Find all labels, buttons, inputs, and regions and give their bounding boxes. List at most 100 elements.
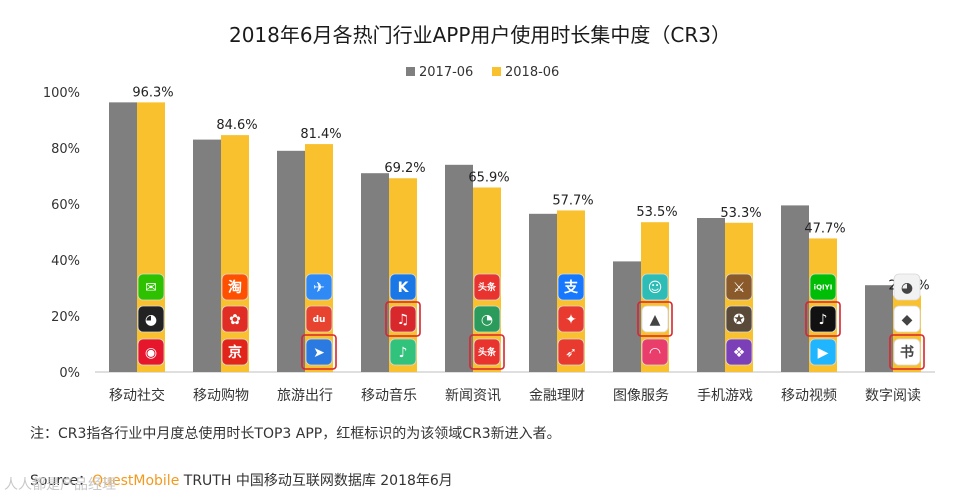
new-entrant-frame bbox=[637, 301, 673, 337]
new-entrant-frame bbox=[301, 334, 337, 370]
source-suffix: TRUTH 中国移动互联网数据库 2018年6月 bbox=[179, 473, 453, 489]
category-label: 移动社交 bbox=[109, 387, 165, 404]
svg-text:◉: ◉ bbox=[145, 345, 157, 361]
data-label: 84.6% bbox=[216, 118, 257, 133]
new-entrant-frame bbox=[385, 301, 421, 337]
bar-2017-06-2 bbox=[193, 139, 221, 372]
bar-2017-06-10 bbox=[865, 285, 893, 372]
amap-icon: ➤ bbox=[301, 334, 337, 370]
qq-music-icon: ♪ bbox=[389, 338, 417, 366]
free-novel-icon: 书 bbox=[889, 334, 925, 370]
svg-text:du: du bbox=[313, 315, 326, 325]
weibo-icon: ◉ bbox=[137, 338, 165, 366]
wechat-icon: ✉ bbox=[137, 273, 165, 301]
bar-2017-06-4 bbox=[361, 173, 389, 372]
app-icons: ✉ ◕ ◉ 淘 ✿ 京 ✈ du ➤ K ♫ ♪ 头条 ◔ 头条 支 ✦ ➶ ☺ ▲ ◠ ⚔ ✪ ❖ iQIYI ♪ ▶ ◕ ◆ 书 bbox=[137, 273, 925, 370]
data-label: 57.7% bbox=[552, 193, 593, 208]
source-brand: QuestMobile bbox=[92, 473, 180, 489]
watermark: 人人都是产品经理 bbox=[4, 477, 116, 493]
new-entrant-frame bbox=[805, 301, 841, 337]
footnote: 注：CR3指各行业中月度总使用时长TOP3 APP，红框标识的为该领域CR3新进… bbox=[30, 426, 561, 442]
svg-text:◕: ◕ bbox=[901, 280, 913, 296]
svg-text:◕: ◕ bbox=[145, 312, 157, 328]
y-tick-label: 60% bbox=[51, 198, 80, 213]
y-tick-label: 100% bbox=[43, 86, 80, 101]
bar-2017-06-5 bbox=[445, 164, 473, 372]
data-label: 47.7% bbox=[804, 221, 845, 236]
gallery-icon: ▲ bbox=[637, 301, 673, 337]
legend-swatch-2017-06 bbox=[406, 67, 415, 76]
svg-text:支: 支 bbox=[563, 279, 579, 296]
y-tick-label: 0% bbox=[59, 366, 80, 381]
bar-2017-06-3 bbox=[277, 150, 305, 372]
honor-of-kings-icon: ⚔ bbox=[725, 273, 753, 301]
svg-text:⚔: ⚔ bbox=[733, 280, 746, 296]
alipay-icon: 支 bbox=[557, 273, 585, 301]
kugou-icon: K bbox=[389, 273, 417, 301]
bar-2017-06-7 bbox=[613, 261, 641, 372]
baidu-map-icon: du bbox=[305, 305, 333, 333]
jd-icon: 京 bbox=[221, 338, 249, 366]
svg-text:♫: ♫ bbox=[397, 312, 410, 328]
svg-text:♪: ♪ bbox=[399, 345, 408, 361]
iqiyi-icon: iQIYI bbox=[809, 273, 837, 301]
svg-text:iQIYI: iQIYI bbox=[814, 284, 833, 292]
flight-icon: ✈ bbox=[305, 273, 333, 301]
qq-reader-icon: ◕ bbox=[893, 273, 921, 301]
svg-text:京: 京 bbox=[228, 344, 242, 361]
candy-game-icon: ❖ bbox=[725, 338, 753, 366]
chart-title: 2018年6月各热门行业APP用户使用时长集中度（CR3） bbox=[229, 23, 731, 47]
pinduoduo-icon: ✿ bbox=[221, 305, 249, 333]
svg-text:书: 书 bbox=[900, 344, 914, 361]
y-tick-label: 80% bbox=[51, 142, 80, 157]
book-app-icon: ◆ bbox=[893, 305, 921, 333]
svg-text:◆: ◆ bbox=[902, 312, 913, 328]
camera-icon: ◠ bbox=[641, 338, 669, 366]
legend-label: 2018-06 bbox=[505, 65, 559, 80]
new-entrant-frame bbox=[889, 334, 925, 370]
legend-swatch-2018-06 bbox=[492, 67, 501, 76]
bar-2017-06-8 bbox=[697, 218, 725, 372]
svg-text:➶: ➶ bbox=[565, 345, 577, 361]
category-label: 数字阅读 bbox=[865, 387, 921, 404]
legend: 2017-06 2018-06 bbox=[406, 65, 559, 80]
svg-text:头条: 头条 bbox=[478, 281, 497, 293]
toutiao-icon: 头条 bbox=[473, 273, 501, 301]
svg-text:✦: ✦ bbox=[565, 312, 577, 328]
svg-text:✪: ✪ bbox=[733, 312, 745, 328]
taobao-icon: 淘 bbox=[221, 273, 249, 301]
pubg-icon: ✪ bbox=[725, 305, 753, 333]
category-label: 手机游戏 bbox=[697, 388, 753, 404]
bar-2017-06-1 bbox=[109, 102, 137, 373]
wallet-icon: ➶ bbox=[557, 338, 585, 366]
toutiao-lite-icon: 头条 bbox=[469, 334, 505, 370]
svg-text:✉: ✉ bbox=[145, 280, 157, 296]
svg-text:✿: ✿ bbox=[229, 312, 241, 328]
netease-music-icon: ♫ bbox=[385, 301, 421, 337]
category-label: 移动音乐 bbox=[361, 387, 417, 404]
photo-icon: ☺ bbox=[641, 273, 669, 301]
category-label: 图像服务 bbox=[613, 388, 669, 404]
x-axis: 移动社交 移动购物 旅游出行 移动音乐 新闻资讯 金融理财 图像服务 手机游戏 移动视频 数字阅读 bbox=[109, 387, 921, 404]
source-line: Source：QuestMobile TRUTH 中国移动互联网数据库 2018… bbox=[30, 470, 453, 490]
finance-app-icon: ✦ bbox=[557, 305, 585, 333]
data-label: 81.4% bbox=[300, 127, 341, 142]
svg-text:K: K bbox=[398, 280, 410, 296]
y-tick-label: 40% bbox=[51, 254, 80, 269]
svg-text:◔: ◔ bbox=[481, 312, 493, 328]
category-label: 旅游出行 bbox=[277, 388, 333, 404]
data-label: 96.3% bbox=[132, 85, 173, 100]
new-entrant-frame bbox=[469, 334, 505, 370]
bar-2017-06-6 bbox=[529, 213, 557, 372]
category-label: 金融理财 bbox=[529, 388, 585, 404]
tiktok-icon: ♪ bbox=[805, 301, 841, 337]
data-label: 53.3% bbox=[720, 206, 761, 221]
svg-text:➤: ➤ bbox=[313, 345, 325, 361]
bar-2018-06-3 bbox=[305, 144, 333, 372]
tencent-news-icon: ◔ bbox=[473, 305, 501, 333]
svg-text:❖: ❖ bbox=[733, 345, 746, 361]
svg-text:✈: ✈ bbox=[313, 280, 325, 296]
svg-text:▶: ▶ bbox=[818, 345, 829, 361]
svg-text:☺: ☺ bbox=[648, 280, 663, 296]
